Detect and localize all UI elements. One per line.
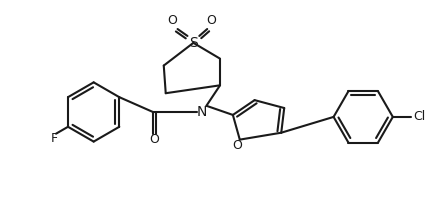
Text: S: S bbox=[189, 36, 198, 50]
Text: Cl: Cl bbox=[413, 110, 425, 123]
Text: O: O bbox=[232, 139, 242, 152]
Text: O: O bbox=[149, 133, 159, 146]
Text: F: F bbox=[50, 132, 58, 145]
Text: N: N bbox=[197, 105, 207, 119]
Text: O: O bbox=[168, 14, 178, 27]
Text: O: O bbox=[206, 14, 216, 27]
